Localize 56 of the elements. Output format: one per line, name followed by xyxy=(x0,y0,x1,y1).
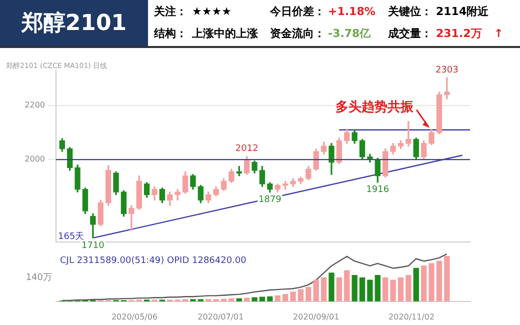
bar xyxy=(252,297,258,302)
bar xyxy=(236,298,242,302)
text: 结构： xyxy=(154,26,188,40)
y-tick-label: 2000 xyxy=(24,154,45,164)
bar xyxy=(282,294,288,302)
bar xyxy=(306,286,312,302)
bar xyxy=(344,270,350,302)
bar xyxy=(382,277,388,302)
bar xyxy=(267,296,273,302)
annotation: 1879 xyxy=(258,195,282,206)
text: 上涨中的上涨 xyxy=(192,26,259,40)
bar xyxy=(398,277,404,302)
x-tick-label: 2020/07/01 xyxy=(198,312,244,322)
bar xyxy=(406,275,412,302)
x-tick-label: 2020/11/02 xyxy=(388,312,435,322)
bar xyxy=(436,260,442,302)
text: 关注： xyxy=(154,4,188,18)
annotation: 2303 xyxy=(435,66,458,76)
bar xyxy=(421,266,427,302)
annotation: CJL 2311589.00(51:49) OPID 1286420.00 xyxy=(60,256,247,266)
annotation: 2012 xyxy=(235,144,258,154)
bar xyxy=(390,280,396,302)
text: 成交量： xyxy=(388,26,433,40)
text: 关键位： xyxy=(388,4,433,18)
bar xyxy=(290,292,296,302)
bar xyxy=(320,277,327,302)
bar xyxy=(428,263,434,302)
bar xyxy=(367,280,373,302)
x-tick-label: 2020/05/06 xyxy=(111,312,158,322)
text: 资金流向： xyxy=(270,26,326,40)
text: 郑醇2101 xyxy=(0,0,148,46)
text: 今日价差： xyxy=(270,4,326,18)
annotation: 165天 xyxy=(58,230,84,242)
text: ↑ xyxy=(494,26,504,40)
bar xyxy=(336,277,342,302)
text: +1.18% xyxy=(328,4,376,18)
bar xyxy=(220,298,227,302)
text: 231.2万 xyxy=(436,26,483,40)
bar xyxy=(313,280,319,302)
bar xyxy=(352,275,358,302)
text: 140万 xyxy=(26,273,52,284)
x-tick-label: 2020/09/01 xyxy=(293,312,340,322)
bar xyxy=(413,268,419,302)
y-tick-label: 2200 xyxy=(24,100,45,110)
bar xyxy=(444,256,450,302)
bar xyxy=(298,289,304,302)
text: 2114附近 xyxy=(436,4,490,18)
annotation: 1710 xyxy=(81,240,105,251)
bar xyxy=(374,275,380,302)
bar xyxy=(228,298,234,302)
bar xyxy=(359,277,366,302)
text: ★★★★ xyxy=(192,4,232,18)
bar xyxy=(328,272,334,302)
annotation: 多头趋势共振 xyxy=(336,99,415,116)
text: -3.78亿 xyxy=(328,26,372,40)
annotation: 1916 xyxy=(366,185,390,196)
